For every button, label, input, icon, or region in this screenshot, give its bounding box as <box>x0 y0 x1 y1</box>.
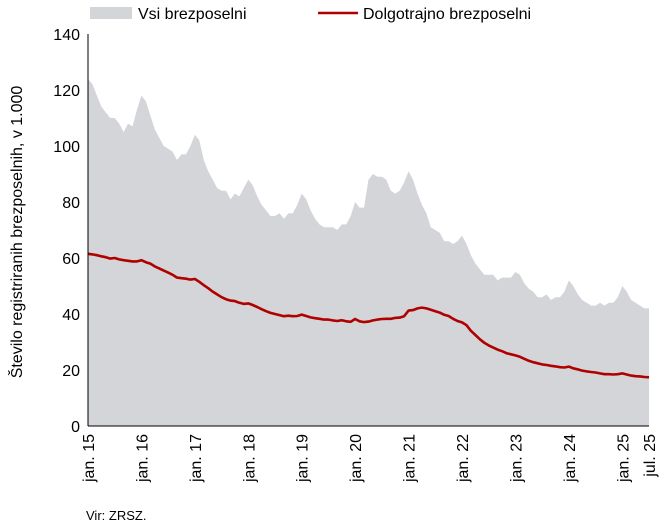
legend-label-dolgotrajno-brezposelni: Dolgotrajno brezposelni <box>363 6 531 23</box>
x-tick-label: jan. 15 <box>81 434 98 483</box>
line-dolgotrajno-brezposelni <box>87 252 650 379</box>
x-tick-labels: jan. 15 jan. 16 jan. 17 jan. 18 jan. 19 jan. … <box>81 434 659 483</box>
area-series-layer <box>88 78 649 427</box>
y-tick-label: 140 <box>53 27 80 44</box>
y-tick-label: 40 <box>62 307 80 324</box>
y-tick-label: 80 <box>62 195 80 212</box>
y-tick-label: 60 <box>62 251 80 268</box>
x-tick-label: jan. 22 <box>455 434 472 483</box>
x-tick-label: jan. 21 <box>402 434 419 483</box>
x-tick-label: jan. 24 <box>562 434 579 483</box>
x-tick-label: jan. 20 <box>348 434 365 483</box>
source-note: Vir: ZRSZ. <box>86 508 147 523</box>
y-tick-label: 0 <box>71 419 80 436</box>
x-tick-label: jan. 23 <box>508 434 525 483</box>
y-tick-labels: 0 20 40 60 80 100 120 140 <box>53 27 80 436</box>
x-tick-label: jan. 19 <box>295 434 312 483</box>
x-tick-label: jan. 18 <box>241 434 258 483</box>
legend: Vsi brezposelni Dolgotrajno brezposelni <box>90 6 531 23</box>
x-tick-label: jul. 25 <box>642 434 659 478</box>
axes <box>87 34 649 427</box>
area-vsi-brezposelni <box>88 78 649 427</box>
y-tick-label: 20 <box>62 363 80 380</box>
y-tick-label: 100 <box>53 139 80 156</box>
x-tick-label: jan. 16 <box>134 434 151 483</box>
legend-label-vsi-brezposelni: Vsi brezposelni <box>138 6 247 23</box>
line-series-layer <box>87 252 650 379</box>
x-tick-label: jan. 25 <box>615 434 632 483</box>
legend-swatch-vsi-brezposelni <box>90 7 132 19</box>
y-tick-label: 120 <box>53 83 80 100</box>
y-axis-label: Število registriranih brezposelnih, v 1.… <box>7 86 26 379</box>
x-tick-label: jan. 17 <box>188 434 205 483</box>
